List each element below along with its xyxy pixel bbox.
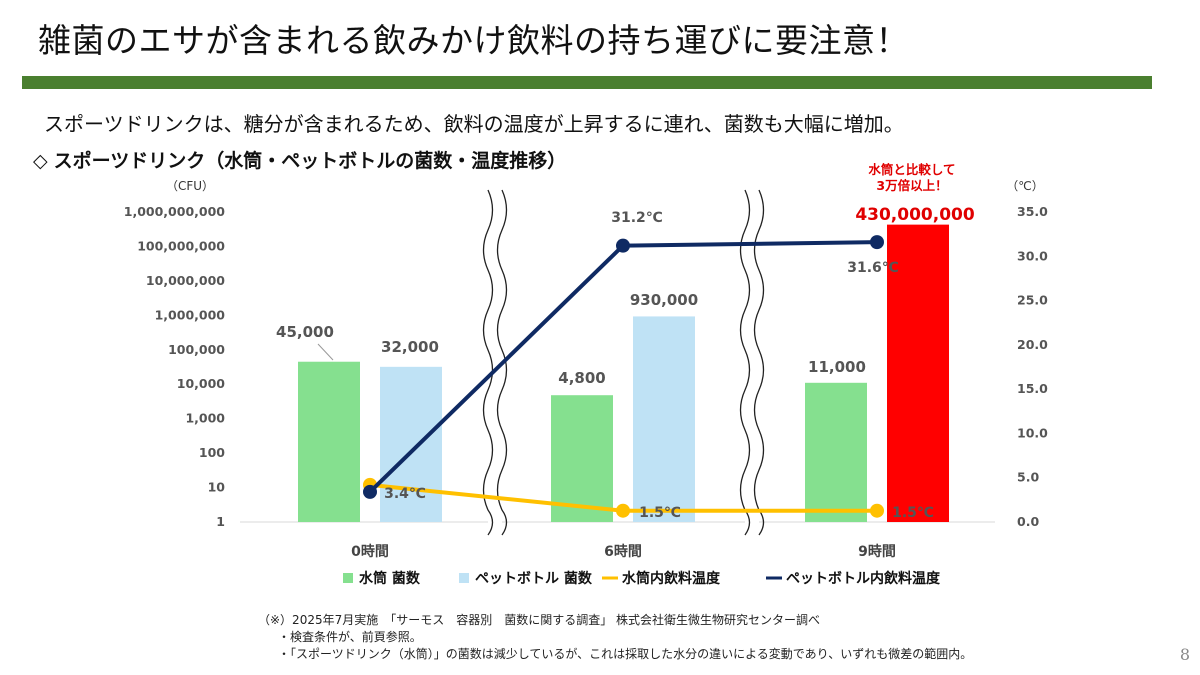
bar-flask [551,395,613,522]
x-category-label: 9時間 [858,543,896,560]
axis-break-line [753,189,765,536]
y-right-tick-label: 0.0 [1017,514,1039,529]
x-category-label: 6時間 [604,543,642,560]
y-left-tick-label: 1,000,000,000 [124,204,226,219]
legend-label: ペットボトル 菌数 [475,570,593,587]
y-right-tick-label: 30.0 [1017,248,1048,263]
marker-bottle-temp [616,238,630,253]
marker-bottle-temp [363,484,377,499]
bar-flask [298,361,360,522]
page-subtitle: スポーツドリンクは、糖分が含まれるため、飲料の温度が上昇するに連れ、菌数も大幅に… [44,112,904,136]
y-left-unit: （CFU） [166,179,214,193]
legend-swatch [343,573,353,583]
callout-line-1: 水筒と比較して [868,162,955,177]
bar-bottle [380,366,442,522]
marker-flask-temp [616,503,630,518]
section-heading: ◇ スポーツドリンク（水筒・ペットボトルの菌数・温度推移） [33,146,566,173]
footnote-line-1: （※）2025年7月実施 「サーモス 容器別 菌数に関する調査」 株式会社衛生微… [258,613,821,627]
axis-break-gap [745,188,759,538]
bar-bottle [887,224,949,522]
diamond-icon: ◇ [33,150,48,172]
y-right-tick-label: 5.0 [1017,470,1039,485]
y-left-tick-label: 100,000,000 [137,238,225,253]
y-right-tick-label: 35.0 [1017,204,1048,219]
bar-flask-label: 4,800 [558,369,605,387]
marker-bottle-temp [870,235,884,250]
axis-break-gap [488,188,502,538]
temperature-label: 3.4℃ [384,486,426,502]
y-left-tick-label: 10,000,000 [146,273,225,288]
temperature-label: 31.6℃ [847,260,899,276]
section-title: スポーツドリンク（水筒・ペットボトルの菌数・温度推移） [53,150,567,172]
line-bottle-temp [368,240,878,494]
page-title: 雑菌のエサが含まれる飲みかけ飲料の持ち運びに要注意！ [38,21,909,60]
y-right-unit: （℃） [1006,179,1043,193]
axis-break-line [496,189,508,536]
temperature-label: 1.5℃ [639,505,681,521]
legend-label: 水筒 菌数 [359,570,421,587]
y-left-tick-label: 1 [216,514,225,529]
title-underline-bar [22,76,1152,89]
page-number: 8 [1179,645,1190,664]
y-left-tick-label: 1,000,000 [155,307,226,322]
footnote: （※）2025年7月実施 「サーモス 容器別 菌数に関する調査」 株式会社衛生微… [258,612,972,663]
bar-flask [805,382,867,522]
y-left-tick-label: 100,000 [168,342,225,357]
legend-label: 水筒内飲料温度 [622,570,721,587]
marker-flask-temp [870,503,884,518]
bar-bottle-label: 430,000,000 [855,205,975,225]
footnote-line-3: ・「スポーツドリンク（水筒）」の菌数は減少しているが、これは採取した水分の違いに… [278,647,973,661]
label-leader-line [317,343,334,361]
bar-bottle [633,316,695,522]
x-category-label: 0時間 [351,543,389,560]
y-right-tick-label: 15.0 [1017,381,1048,396]
callout-line-2: 3万倍以上！ [876,178,947,193]
y-left-tick-label: 100 [199,445,225,460]
bar-flask-label: 45,000 [276,323,334,341]
temperature-label: 1.5℃ [892,505,934,521]
bar-bottle-label: 32,000 [381,338,439,356]
footnote-line-2: ・検査条件が、前頁参照。 [278,630,422,644]
legend-swatch [459,573,469,583]
y-left-tick-label: 10 [208,480,226,495]
y-right-tick-label: 20.0 [1017,337,1048,352]
y-left-tick-label: 1,000 [185,411,225,426]
legend-label: ペットボトル内飲料温度 [786,570,941,587]
y-left-tick-label: 10,000 [177,376,226,391]
temperature-label: 31.2℃ [611,210,663,226]
axis-break-line [739,189,751,536]
y-right-tick-label: 10.0 [1017,425,1048,440]
bar-flask-label: 11,000 [808,358,866,376]
bar-bottle-label: 930,000 [630,291,698,309]
y-right-tick-label: 25.0 [1017,293,1048,308]
